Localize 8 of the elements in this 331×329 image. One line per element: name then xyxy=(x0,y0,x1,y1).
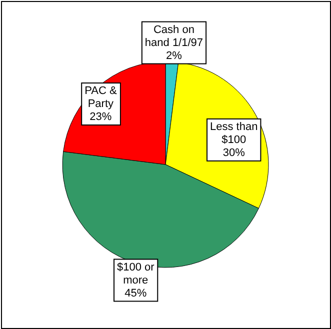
slice-label: $100 or more xyxy=(116,261,155,286)
data-label: 23% xyxy=(90,110,112,123)
data-label: 2% xyxy=(166,50,182,62)
slice-label: Less than $100 xyxy=(210,120,258,146)
slice-label: PAC & Party xyxy=(84,84,118,110)
data-label: 45% xyxy=(124,287,147,300)
data-label: 30% xyxy=(222,146,246,159)
slice-label: Cash on hand 1/1/97 xyxy=(144,24,204,49)
